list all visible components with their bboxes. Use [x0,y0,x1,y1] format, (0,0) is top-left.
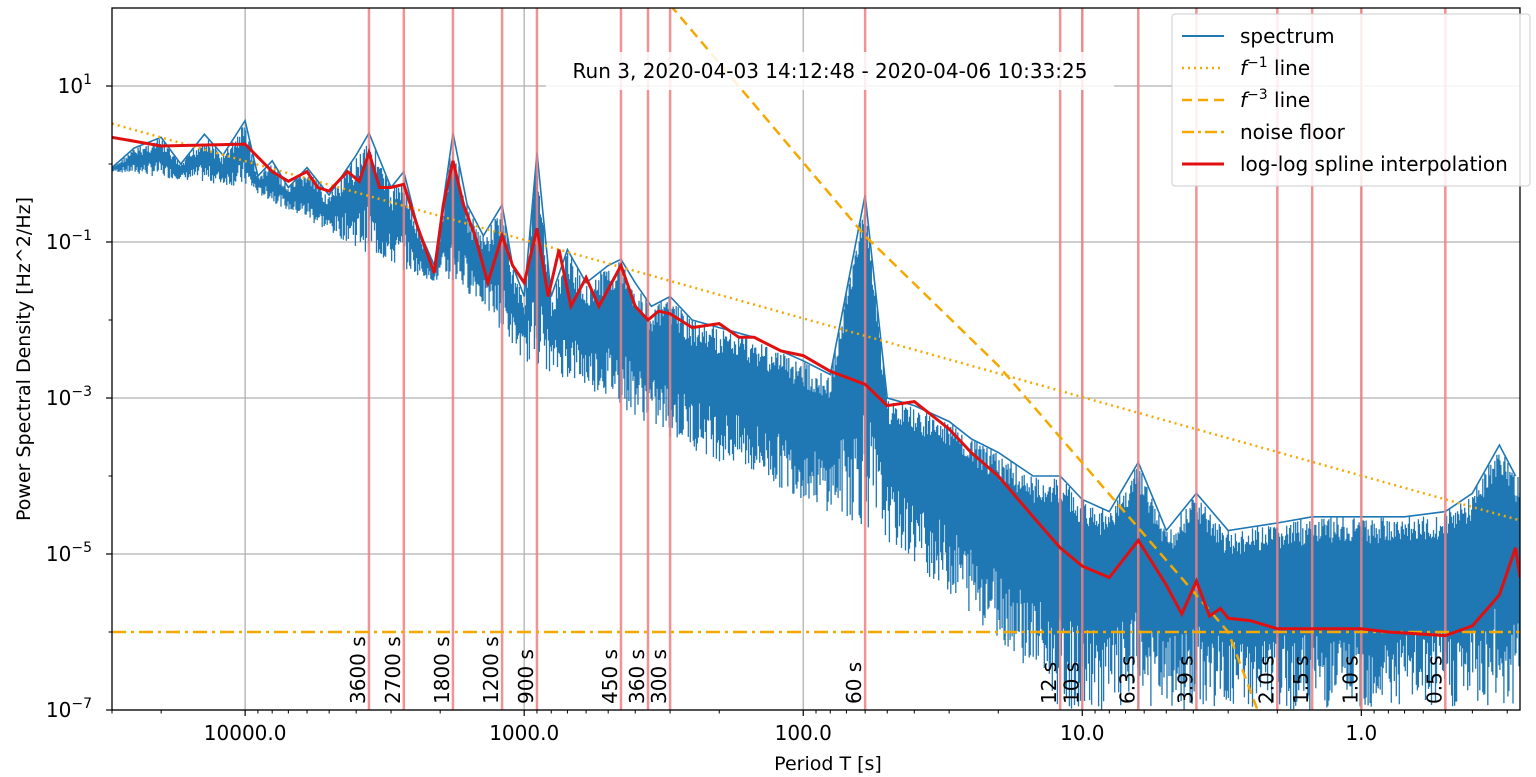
legend: spectrum f−1 line f−3 line noise floor log-l… [1171,13,1531,187]
y-axis-label: Power Spectral Density [Hz^2/Hz] [13,197,35,521]
legend-label: f−1 line [1240,55,1310,80]
period-marker-label: 3600 s [346,636,370,704]
legend-label: noise floor [1240,120,1346,144]
spline-line [112,135,1520,638]
f-inverse-line [112,122,1520,522]
x-tick-label: 10000.0 [204,721,287,745]
y-tick-label: 10−5 [46,540,92,566]
period-marker-label: 1800 s [430,636,454,704]
f-inverse-cubed-line [671,8,1259,710]
spectrum-line [112,118,1517,533]
legend-label: spectrum [1240,24,1335,48]
spectrum-band [112,127,1520,710]
x-tick-label: 1000.0 [489,721,559,745]
period-marker-label: 1200 s [479,636,503,704]
x-tick-label: 1.0 [1345,721,1377,745]
period-marker-label: 60 s [842,662,866,704]
x-tick-label: 100.0 [775,721,832,745]
x-tick-label: 10.0 [1060,721,1105,745]
period-marker-label: 3.9 s [1173,655,1197,704]
period-marker-label: 1.0 s [1338,655,1362,704]
period-marker-label: 2.0 s [1254,655,1278,704]
x-axis-label: Period T [s] [774,753,882,775]
period-marker-label: 450 s [598,649,622,704]
legend-label: f−3 line [1240,87,1310,112]
y-tick-label: 101 [58,72,92,98]
legend-label: log-log spline interpolation [1240,152,1508,176]
axes-ticks: 10000.0 1000.0 100.0 10.0 1.0 101 10−1 10−3 10−5… [46,72,1508,745]
period-marker-label: 6.3 s [1115,655,1139,704]
period-marker-label: 900 s [514,649,538,704]
y-tick-label: 10−1 [46,228,92,254]
period-marker-label: 360 s [625,649,649,704]
period-marker-label: 12 s [1037,662,1061,704]
title-background [546,52,1114,90]
period-marker-label: 10 s [1059,662,1083,704]
chart-title: Run 3, 2020-04-03 14:12:48 - 2020-04-06 … [573,59,1088,83]
legend-box [1171,13,1531,187]
period-marker-label: 0.5 s [1422,655,1446,704]
period-marker-label: 2700 s [381,636,405,704]
period-marker-label: 300 s [647,649,671,704]
y-tick-label: 10−7 [46,696,92,722]
period-marker-label: 1.5 s [1289,655,1313,704]
chart-title-box: Run 3, 2020-04-03 14:12:48 - 2020-04-06 … [546,52,1114,90]
y-tick-label: 10−3 [46,384,92,410]
